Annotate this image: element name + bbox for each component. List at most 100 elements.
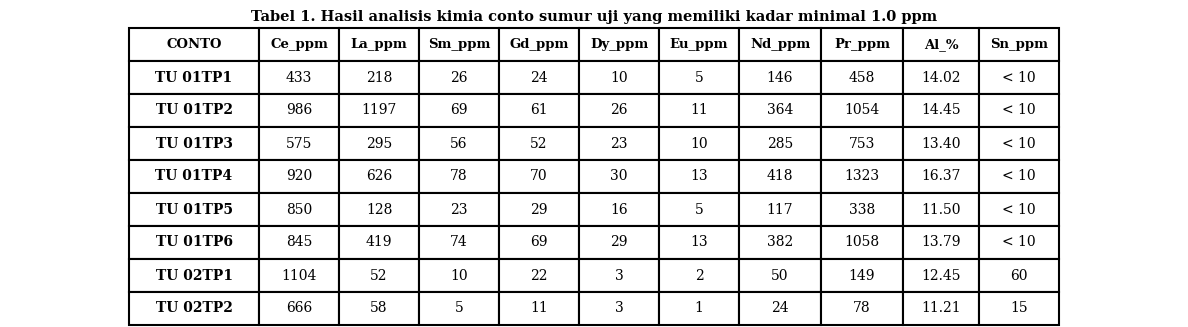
Text: 1197: 1197 (361, 104, 397, 117)
Text: 128: 128 (366, 202, 392, 216)
Bar (419, 28, 499, 61)
Bar (903, 94, 979, 127)
Text: 1104: 1104 (282, 268, 317, 283)
Text: 3: 3 (614, 301, 624, 316)
Text: 149: 149 (848, 268, 876, 283)
Text: 23: 23 (450, 202, 468, 216)
Bar (579, 127, 659, 160)
Text: 26: 26 (450, 71, 468, 84)
Bar (419, 193, 499, 226)
Bar (579, 160, 659, 193)
Text: 433: 433 (286, 71, 312, 84)
Bar (659, 226, 739, 259)
Text: 146: 146 (766, 71, 794, 84)
Text: TU 02TP1: TU 02TP1 (156, 268, 233, 283)
Text: 2: 2 (695, 268, 703, 283)
Text: Sn_ppm: Sn_ppm (990, 38, 1048, 51)
Text: TU 01TP3: TU 01TP3 (156, 136, 233, 150)
Text: Tabel 1. Hasil analisis kimia conto sumur uji yang memiliki kadar minimal 1.0 pp: Tabel 1. Hasil analisis kimia conto sumu… (251, 10, 937, 24)
Text: 3: 3 (614, 268, 624, 283)
Text: < 10: < 10 (1003, 104, 1036, 117)
Bar (419, 292, 499, 325)
Bar (903, 226, 979, 259)
Text: Gd_ppm: Gd_ppm (510, 38, 569, 51)
Bar (979, 292, 1059, 325)
Text: 24: 24 (771, 301, 789, 316)
Text: 11.21: 11.21 (921, 301, 961, 316)
Text: Eu_ppm: Eu_ppm (670, 38, 728, 51)
Text: TU 01TP4: TU 01TP4 (156, 169, 233, 183)
Bar (259, 193, 339, 226)
Text: 218: 218 (366, 71, 392, 84)
Bar (659, 127, 739, 160)
Bar (419, 61, 499, 94)
Bar (739, 226, 821, 259)
Text: 10: 10 (450, 268, 468, 283)
Bar (903, 193, 979, 226)
Bar (739, 193, 821, 226)
Bar (129, 127, 259, 160)
Bar (979, 94, 1059, 127)
Text: 69: 69 (450, 104, 468, 117)
Bar (499, 259, 579, 292)
Text: TU 01TP1: TU 01TP1 (156, 71, 233, 84)
Text: 52: 52 (371, 268, 387, 283)
Text: 12.45: 12.45 (921, 268, 961, 283)
Text: 29: 29 (611, 235, 627, 250)
Bar (579, 61, 659, 94)
Bar (903, 160, 979, 193)
Text: Dy_ppm: Dy_ppm (590, 38, 649, 51)
Bar (579, 94, 659, 127)
Text: CONTO: CONTO (166, 38, 222, 51)
Text: 24: 24 (530, 71, 548, 84)
Bar (419, 259, 499, 292)
Bar (739, 61, 821, 94)
Text: 575: 575 (286, 136, 312, 150)
Bar (259, 127, 339, 160)
Text: 13: 13 (690, 169, 708, 183)
Bar (499, 61, 579, 94)
Bar (339, 259, 419, 292)
Text: 29: 29 (530, 202, 548, 216)
Bar (339, 160, 419, 193)
Text: 78: 78 (853, 301, 871, 316)
Text: < 10: < 10 (1003, 71, 1036, 84)
Text: Pr_ppm: Pr_ppm (834, 38, 890, 51)
Text: 16.37: 16.37 (921, 169, 961, 183)
Bar (129, 259, 259, 292)
Bar (979, 226, 1059, 259)
Text: 5: 5 (455, 301, 463, 316)
Bar (499, 193, 579, 226)
Text: Nd_ppm: Nd_ppm (750, 38, 810, 51)
Text: 61: 61 (530, 104, 548, 117)
Bar (821, 61, 903, 94)
Text: 58: 58 (371, 301, 387, 316)
Bar (821, 94, 903, 127)
Text: TU 01TP5: TU 01TP5 (156, 202, 233, 216)
Text: 364: 364 (766, 104, 794, 117)
Bar (659, 61, 739, 94)
Bar (129, 160, 259, 193)
Bar (499, 94, 579, 127)
Text: 850: 850 (286, 202, 312, 216)
Text: 26: 26 (611, 104, 627, 117)
Text: Al_%: Al_% (924, 38, 959, 51)
Bar (579, 226, 659, 259)
Bar (739, 160, 821, 193)
Bar (659, 28, 739, 61)
Bar (129, 193, 259, 226)
Bar (339, 226, 419, 259)
Bar (739, 94, 821, 127)
Bar (259, 94, 339, 127)
Bar (579, 193, 659, 226)
Bar (499, 28, 579, 61)
Text: 117: 117 (766, 202, 794, 216)
Bar (499, 127, 579, 160)
Text: 52: 52 (530, 136, 548, 150)
Text: 5: 5 (695, 202, 703, 216)
Text: 920: 920 (286, 169, 312, 183)
Text: TU 01TP6: TU 01TP6 (156, 235, 233, 250)
Bar (659, 193, 739, 226)
Text: 753: 753 (848, 136, 876, 150)
Text: 5: 5 (695, 71, 703, 84)
